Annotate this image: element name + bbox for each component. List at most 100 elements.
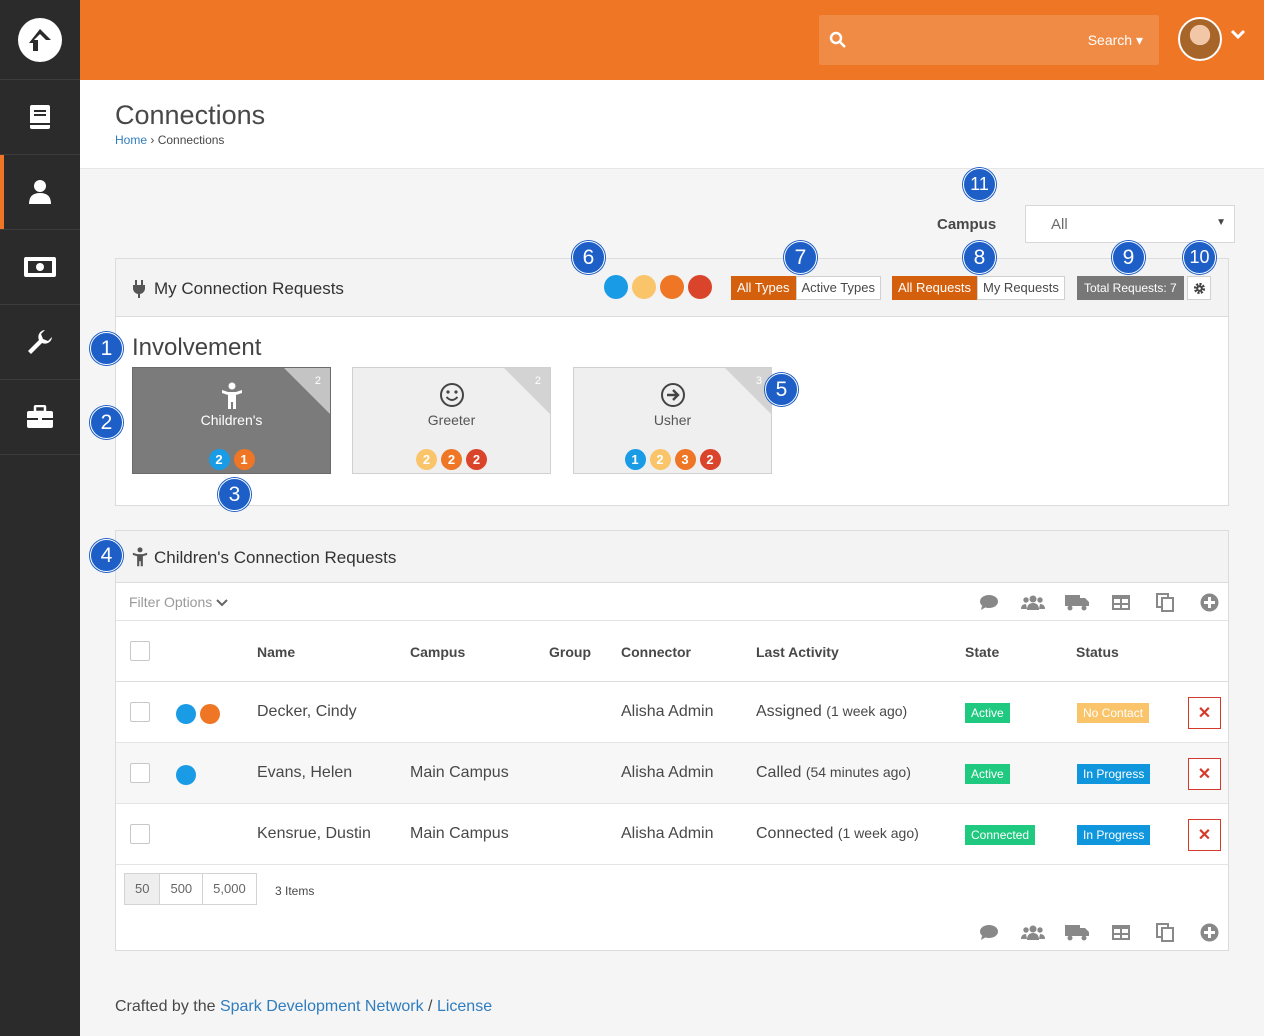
search-input[interactable]: Search ▾ — [819, 15, 1159, 65]
row-last-activity: Called (54 minutes ago) — [756, 764, 911, 782]
row-name: Kensrue, Dustin — [257, 825, 371, 842]
settings-button[interactable] — [1187, 276, 1211, 300]
legend-dot-orange — [660, 275, 684, 299]
campus-select[interactable]: All ▼ — [1025, 205, 1235, 243]
bulk-update-button[interactable] — [1062, 591, 1092, 613]
sidebar-item-finance[interactable] — [0, 230, 80, 305]
delete-button[interactable]: ✕ — [1188, 758, 1221, 790]
all-requests-button[interactable]: All Requests — [892, 276, 977, 300]
delete-button[interactable]: ✕ — [1188, 819, 1221, 851]
badge-light-orange: 2 — [416, 449, 437, 470]
col-last-activity[interactable]: Last Activity — [756, 644, 839, 660]
footer-prefix: Crafted by the — [115, 998, 216, 1015]
logo-icon — [18, 17, 62, 62]
tile-usher[interactable]: 3 Usher 1 2 3 2 — [573, 367, 772, 474]
badge-blue: 1 — [624, 449, 646, 470]
export-excel-button[interactable] — [1106, 921, 1136, 943]
breadcrumb-home[interactable]: Home — [115, 133, 148, 147]
chevron-down-icon[interactable] — [1230, 29, 1246, 41]
my-requests-button[interactable]: My Requests — [976, 276, 1065, 300]
col-status[interactable]: Status — [1076, 644, 1119, 660]
footer-link-spark[interactable]: Spark Development Network — [219, 998, 424, 1015]
active-types-button[interactable]: Active Types — [795, 276, 881, 300]
tile-count: 2 — [534, 375, 541, 387]
campus-select-value: All — [1051, 216, 1068, 233]
legend-dot-blue — [604, 275, 628, 299]
col-state[interactable]: State — [965, 644, 1000, 660]
row-connector: Alisha Admin — [621, 703, 714, 720]
section-title: Involvement — [132, 334, 262, 361]
row-connector: Alisha Admin — [621, 825, 714, 842]
delete-button[interactable]: ✕ — [1188, 697, 1221, 729]
callout-6: 6 — [572, 241, 605, 274]
merge-people-button[interactable] — [1018, 591, 1048, 613]
row-checkbox[interactable] — [130, 763, 150, 783]
breadcrumb-current: Connections — [157, 133, 225, 147]
plus-circle-icon — [1200, 923, 1218, 941]
footer: Crafted by the Spark Development Network… — [115, 998, 492, 1016]
badge-blue: 2 — [208, 449, 230, 470]
activity-ago: (54 minutes ago) — [805, 764, 911, 780]
avatar[interactable] — [1178, 17, 1222, 61]
arrow-circle-right-icon — [574, 382, 771, 408]
my-connection-requests-panel: My Connection Requests All Types Active … — [115, 258, 1229, 506]
bulk-update-button[interactable] — [1062, 921, 1092, 943]
callout-4: 4 — [90, 539, 123, 572]
sidebar — [0, 0, 80, 1036]
communicate-button[interactable] — [974, 921, 1004, 943]
page-size-5000[interactable]: 5,000 — [202, 873, 257, 905]
row-checkbox[interactable] — [130, 702, 150, 722]
col-group[interactable]: Group — [549, 644, 591, 660]
merge-template-button[interactable] — [1150, 591, 1180, 613]
child-icon — [132, 547, 148, 567]
export-excel-button[interactable] — [1106, 591, 1136, 613]
type-toggle: All Types Active Types — [731, 276, 881, 300]
table-row[interactable]: Kensrue, Dustin Main Campus Alisha Admin… — [116, 804, 1228, 865]
table-row[interactable]: Decker, Cindy Alisha Admin Assigned (1 w… — [116, 682, 1228, 743]
rock-logo[interactable] — [0, 0, 80, 80]
page-size-500[interactable]: 500 — [159, 873, 204, 905]
tile-greeter[interactable]: 2 Greeter 2 2 2 — [352, 367, 551, 474]
grid-header: Name Campus Group Connector Last Activit… — [116, 621, 1228, 682]
badge-orange: 3 — [674, 449, 696, 470]
sidebar-item-people[interactable] — [0, 155, 80, 230]
page-size-50[interactable]: 50 — [124, 873, 161, 905]
tile-corner — [725, 368, 771, 414]
book-icon — [30, 105, 50, 129]
row-checkbox[interactable] — [130, 824, 150, 844]
footer-link-license[interactable]: License — [436, 998, 493, 1015]
filter-options-toggle[interactable]: Filter Options — [129, 594, 228, 610]
select-all-checkbox[interactable] — [130, 641, 150, 661]
state-label: Active — [965, 703, 1010, 723]
merge-people-button[interactable] — [1018, 921, 1048, 943]
child-icon — [133, 382, 330, 410]
badge-light-orange: 2 — [649, 449, 671, 470]
chevron-down-icon — [216, 599, 228, 607]
all-types-button[interactable]: All Types — [731, 276, 796, 300]
communicate-button[interactable] — [974, 591, 1004, 613]
row-name: Evans, Helen — [257, 764, 353, 781]
add-button[interactable] — [1194, 591, 1224, 613]
childrens-requests-panel: Children's Connection Requests Filter Op… — [115, 530, 1229, 951]
search-button[interactable]: Search ▾ — [1087, 32, 1143, 48]
sidebar-item-book[interactable] — [0, 80, 80, 155]
truck-icon — [1065, 594, 1089, 610]
plus-circle-icon — [1200, 593, 1218, 611]
sidebar-item-tools[interactable] — [0, 305, 80, 380]
col-connector[interactable]: Connector — [621, 644, 691, 660]
badge-orange: 1 — [233, 449, 255, 470]
close-icon: ✕ — [1197, 705, 1212, 722]
merge-template-button[interactable] — [1150, 921, 1180, 943]
add-button[interactable] — [1194, 921, 1224, 943]
page-size-selector: 50 500 5,000 — [124, 873, 257, 905]
tile-corner — [504, 368, 550, 414]
person-icon — [29, 180, 51, 204]
col-campus[interactable]: Campus — [410, 644, 466, 660]
callout-9: 9 — [1112, 241, 1145, 274]
badge-red: 2 — [699, 449, 721, 470]
col-name[interactable]: Name — [257, 644, 296, 660]
table-row[interactable]: Evans, Helen Main Campus Alisha Admin Ca… — [116, 743, 1228, 804]
close-icon: ✕ — [1197, 766, 1212, 783]
tile-childrens[interactable]: 2 Children's 2 1 — [132, 367, 331, 474]
sidebar-item-admin[interactable] — [0, 380, 80, 455]
